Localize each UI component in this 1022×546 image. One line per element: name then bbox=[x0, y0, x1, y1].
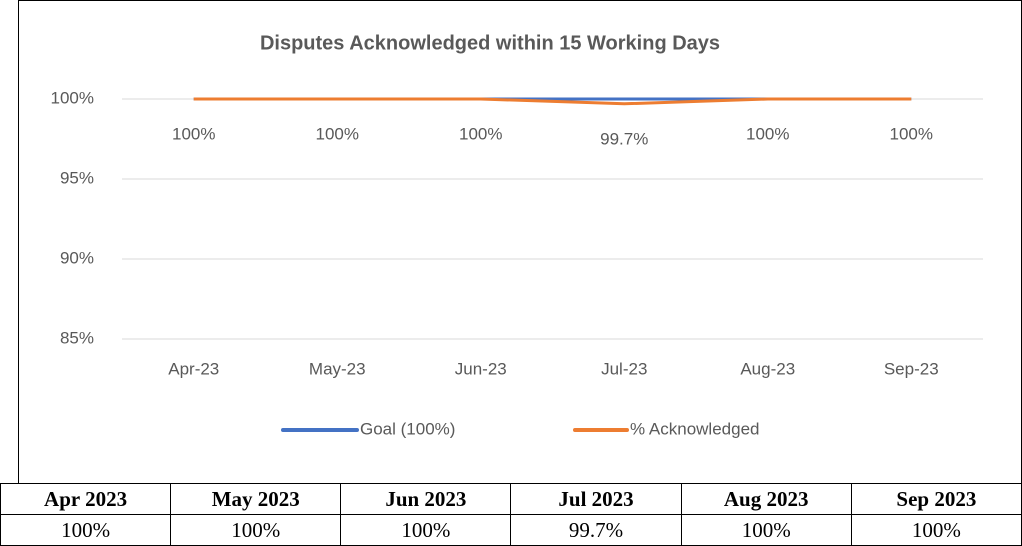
x-tick-label: Sep-23 bbox=[884, 359, 939, 378]
y-tick-label: 100% bbox=[51, 88, 94, 107]
header-cell: Sep 2023 bbox=[850, 483, 1022, 515]
chart: Disputes Acknowledged within 15 Working … bbox=[18, 0, 1022, 483]
series-line bbox=[193, 97, 912, 106]
x-tick-label: Apr-23 bbox=[168, 359, 219, 378]
data-label: 99.7% bbox=[600, 129, 648, 148]
x-tick-label: Jul-23 bbox=[601, 359, 647, 378]
header-cell: Aug 2023 bbox=[680, 483, 852, 515]
x-tick-label: Jun-23 bbox=[455, 359, 507, 378]
header-cell: Apr 2023 bbox=[0, 483, 172, 515]
data-label: 100% bbox=[459, 124, 502, 143]
header-cell: Jul 2023 bbox=[510, 483, 682, 515]
legend-label: % Acknowledged bbox=[630, 419, 759, 438]
data-label: 100% bbox=[172, 124, 215, 143]
data-label: 100% bbox=[890, 124, 933, 143]
value-cell: 100% bbox=[680, 514, 852, 546]
data-label: 100% bbox=[746, 124, 789, 143]
data-table: Apr 2023 May 2023 Jun 2023 Jul 2023 Aug 2023… bbox=[0, 483, 1022, 546]
value-cell: 100% bbox=[850, 514, 1022, 546]
legend-label: Goal (100%) bbox=[360, 419, 455, 438]
value-cell: 100% bbox=[340, 514, 512, 546]
header-cell: May 2023 bbox=[170, 483, 342, 515]
header-row: Apr 2023 May 2023 Jun 2023 Jul 2023 Aug 2023… bbox=[0, 483, 1022, 515]
x-tick-label: Aug-23 bbox=[740, 359, 795, 378]
y-tick-label: 85% bbox=[60, 328, 94, 347]
header-cell: Jun 2023 bbox=[340, 483, 512, 515]
value-row: 100% 100% 100% 99.7% 100% 100% bbox=[0, 514, 1022, 546]
data-label: 100% bbox=[316, 124, 359, 143]
chart-title: Disputes Acknowledged within 15 Working … bbox=[260, 32, 720, 54]
value-cell: 100% bbox=[0, 514, 172, 546]
value-cell: 99.7% bbox=[510, 514, 682, 546]
chart-frame bbox=[18, 0, 1022, 483]
y-tick-label: 90% bbox=[60, 248, 94, 267]
x-tick-label: May-23 bbox=[309, 359, 366, 378]
y-tick-label: 95% bbox=[60, 168, 94, 187]
value-cell: 100% bbox=[170, 514, 342, 546]
